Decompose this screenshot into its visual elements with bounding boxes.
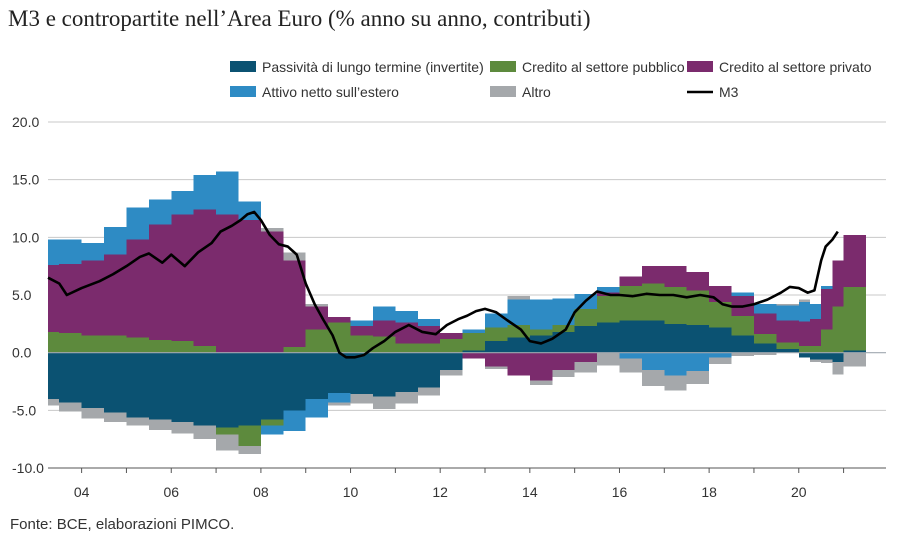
chart-title: M3 e contropartite nell’Area Euro (% ann… [8,6,591,31]
series-area-2 [48,209,866,381]
y-tick-label: 10.0 [12,229,39,245]
y-tick-label: 15.0 [12,172,39,188]
x-tick-label: 20 [791,484,807,500]
x-tick-label: 12 [432,484,448,500]
legend-swatch-3 [230,86,256,97]
y-tick-label: 0.0 [12,345,32,361]
y-tick-label: -10.0 [12,460,44,476]
x-axis: 04 06 08 10 12 14 16 18 20 [48,467,886,500]
y-tick-label: -5.0 [12,402,36,418]
y-axis: 20.0 15.0 10.0 5.0 0.0 -5.0 -10.0 [12,114,44,476]
legend-label-4: Altro [522,84,551,100]
y-tick-label: 5.0 [12,287,32,303]
legend-label-m3: M3 [719,84,739,100]
chart-legend: Passività di lungo termine (invertite) Cr… [230,59,872,100]
x-tick-label: 10 [343,484,359,500]
legend-swatch-0 [230,61,256,72]
legend-swatch-4 [490,86,516,97]
x-tick-label: 08 [253,484,269,500]
stacked-areas [48,171,866,455]
source-note: Fonte: BCE, elaborazioni PIMCO. [10,516,235,533]
legend-label-2: Credito al settore privato [719,59,872,75]
series-area-0 [48,320,866,428]
x-tick-label: 06 [163,484,179,500]
x-tick-label: 04 [74,484,90,500]
m3-line-group [47,210,839,359]
x-tick-label: 14 [522,484,538,500]
legend-label-0: Passività di lungo termine (invertite) [262,59,484,75]
legend-label-1: Credito al settore pubblico [522,59,685,75]
y-tick-label: 20.0 [12,114,39,130]
x-tick-label: 16 [612,484,628,500]
legend-swatch-1 [490,61,516,72]
m3-line [47,210,839,359]
legend-swatch-2 [687,61,713,72]
x-tick-label: 18 [701,484,717,500]
legend-label-3: Attivo netto sull’estero [262,84,399,100]
